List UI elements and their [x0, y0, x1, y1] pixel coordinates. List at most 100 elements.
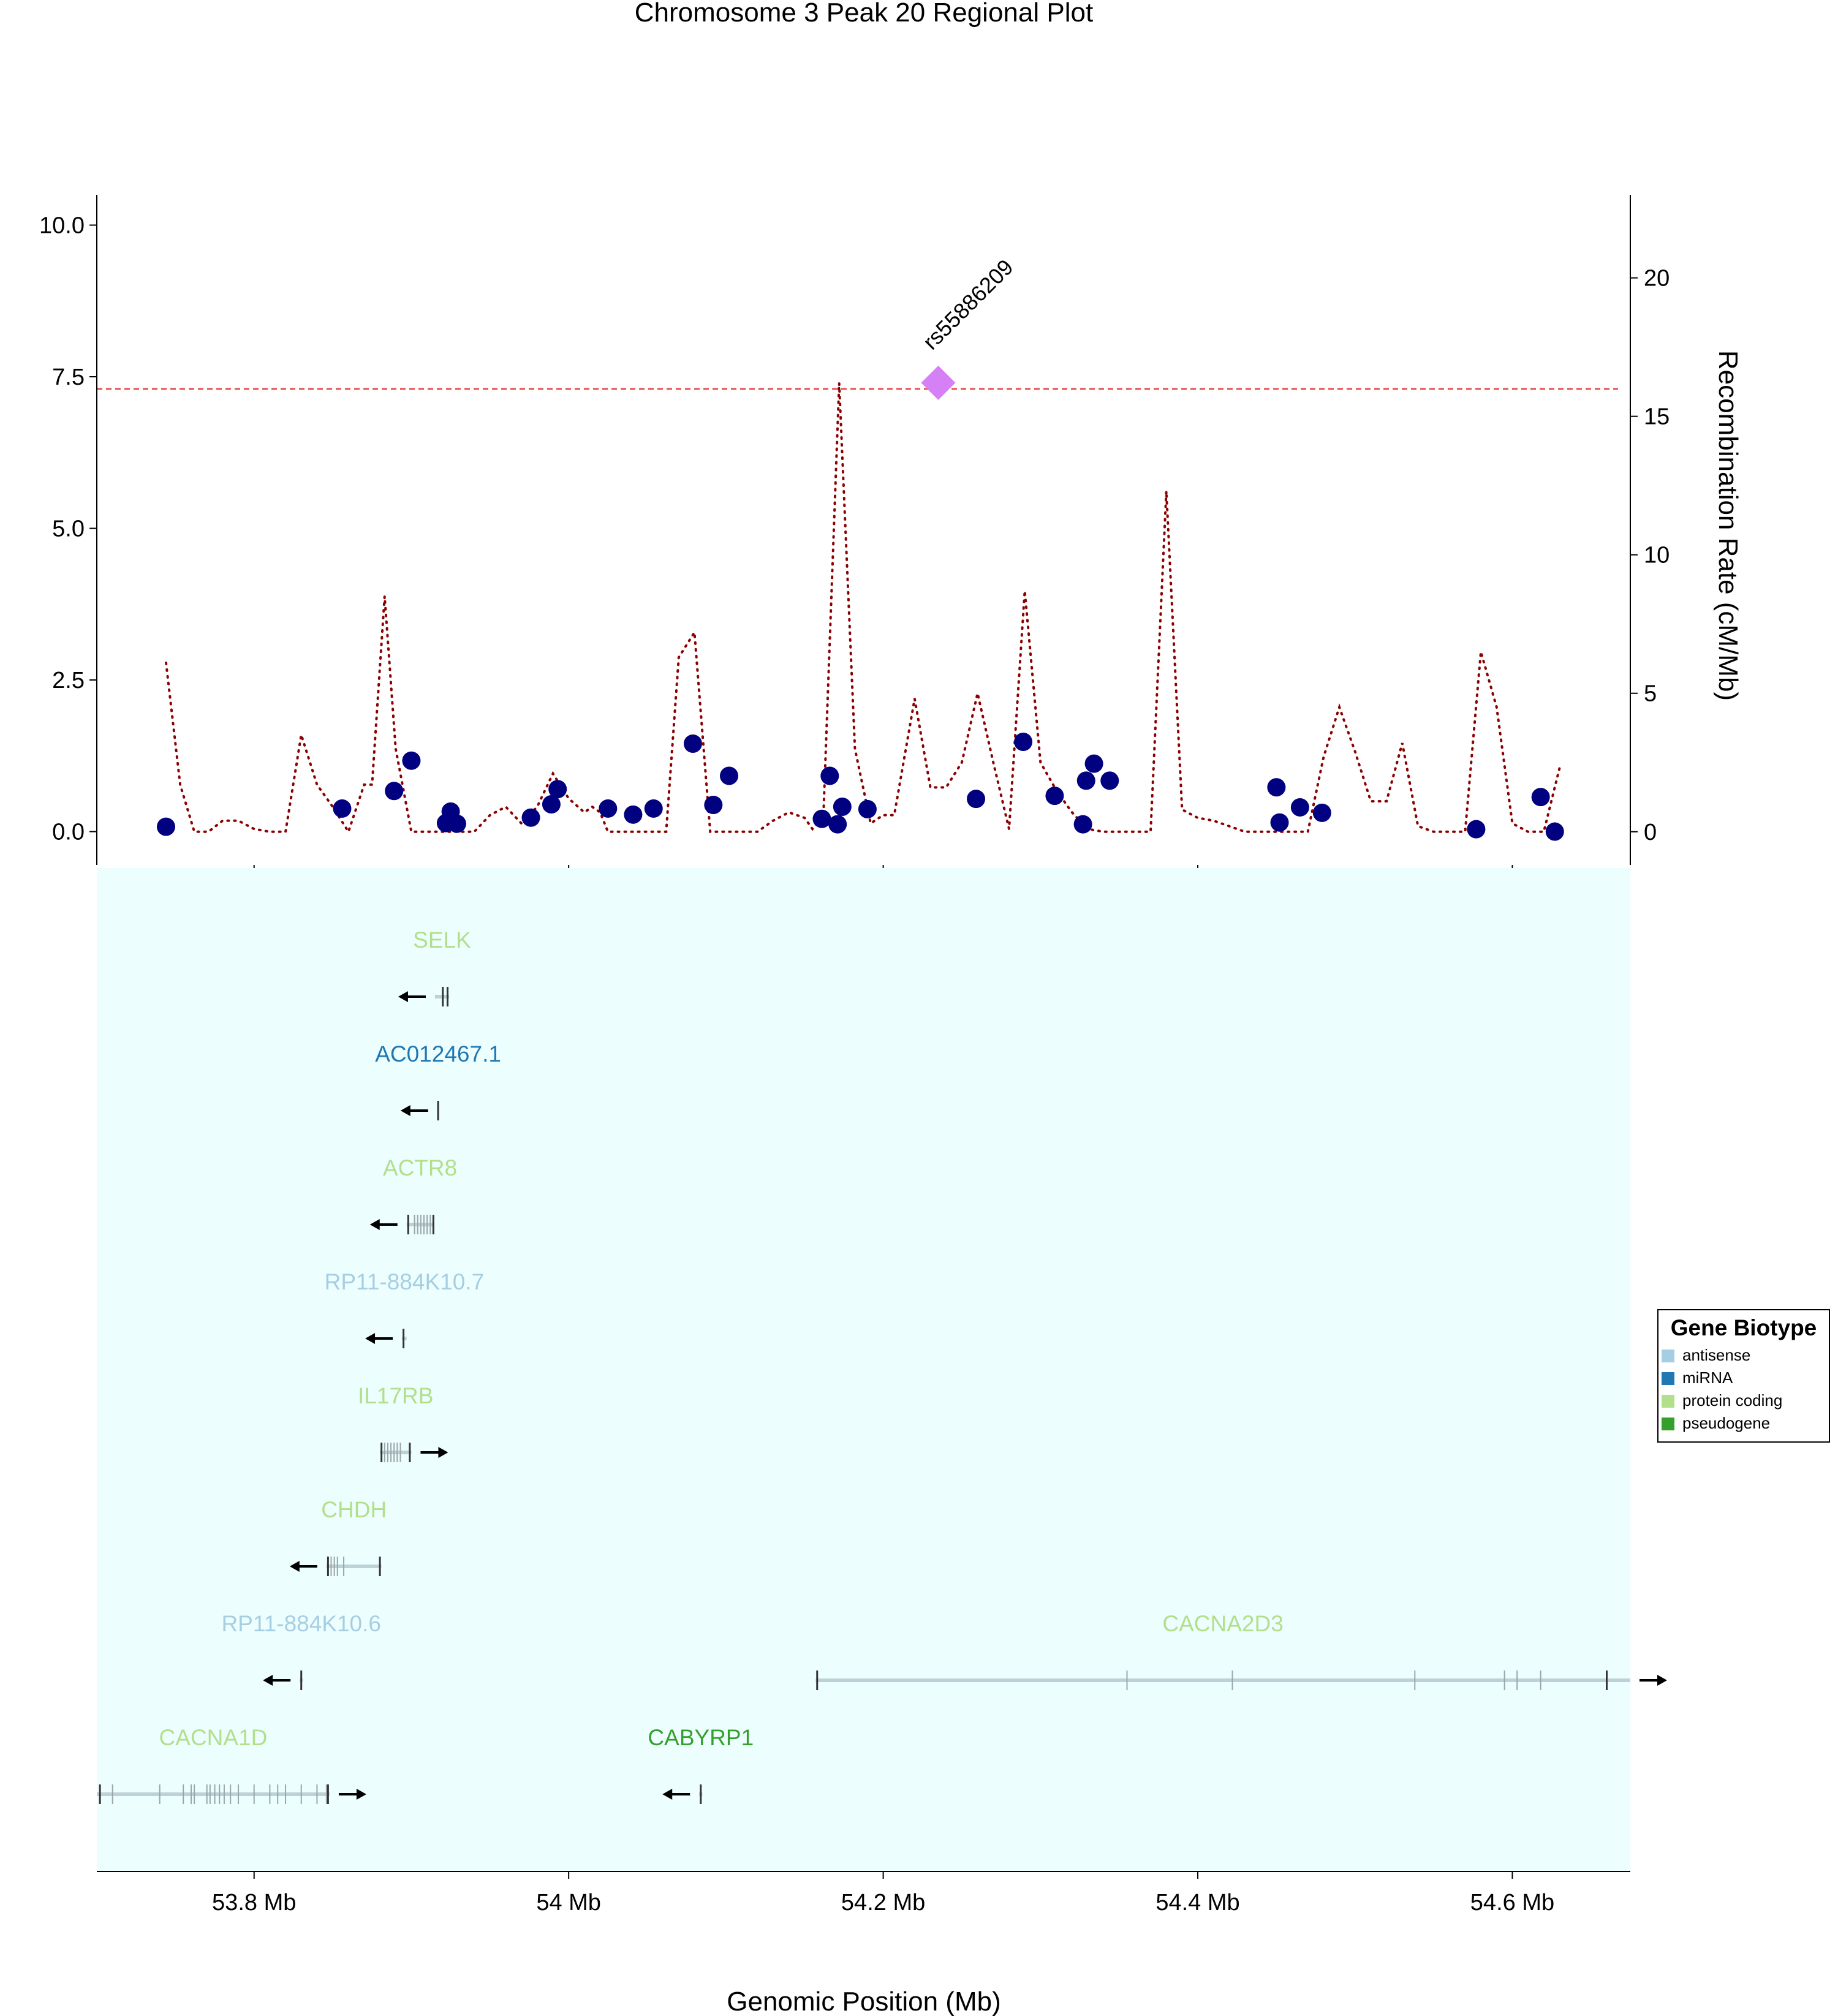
snp-point — [812, 809, 831, 828]
gene-cabyrp1: CABYRP1 — [648, 1725, 754, 1804]
strand-arrow-head — [438, 1447, 448, 1458]
snp-point — [542, 795, 561, 814]
gene-track-background — [97, 868, 1630, 1871]
legend-box — [1657, 1309, 1830, 1443]
strand-arrow-head — [365, 1333, 376, 1344]
legend-swatch — [1662, 1395, 1674, 1408]
gene-il17rb: IL17RB — [358, 1383, 448, 1462]
gene-label: CACNA2D3 — [1162, 1611, 1283, 1636]
snp-point — [1545, 822, 1564, 841]
gene-chdh: CHDH — [289, 1497, 387, 1576]
snp-point — [1045, 787, 1064, 806]
legend-label: miRNA — [1682, 1369, 1733, 1387]
snp-point — [1076, 771, 1095, 790]
gene-label: CABYRP1 — [648, 1725, 754, 1750]
snp-point — [833, 797, 852, 816]
legend-label: pseudogene — [1682, 1414, 1770, 1432]
gene-label: RP11-884K10.6 — [221, 1611, 381, 1636]
gene-track-axes: 53.8 Mb 54 Mb 54.2 Mb 54.4 Mb 54.6 Mb — [97, 1871, 1630, 1916]
y-tick-label: 5.0 — [52, 516, 85, 542]
gene-label: IL17RB — [358, 1383, 433, 1408]
recombination-rate-line — [165, 383, 1561, 835]
association-points: rs55886209 — [156, 254, 1564, 841]
y2-axis-label: Recombination Rate (cM/Mb) — [1713, 350, 1743, 701]
snp-point — [1267, 778, 1286, 797]
lead-snp-label: rs55886209 — [918, 254, 1018, 354]
y2-tick-label: 15 — [1644, 404, 1670, 430]
strand-arrow-head — [289, 1561, 300, 1572]
snp-point — [967, 790, 986, 809]
snp-point — [1312, 803, 1331, 822]
strand-arrow-head — [400, 1105, 410, 1116]
gene-rp11-884k10.6: RP11-884K10.6 — [221, 1611, 381, 1690]
snp-point — [402, 751, 421, 770]
recombination-layer — [97, 383, 1618, 835]
snp-point — [1290, 798, 1309, 817]
snp-point — [1014, 733, 1033, 752]
legend-entries: antisense miRNA protein coding pseudogene — [1662, 1346, 1782, 1432]
snp-point — [683, 734, 702, 753]
snp-point — [548, 780, 567, 799]
legend-swatch — [1662, 1350, 1674, 1362]
y2-tick-label: 0 — [1644, 820, 1657, 845]
strand-arrow-head — [263, 1675, 273, 1686]
strand-arrow-head — [1657, 1675, 1667, 1686]
legend-title: Gene Biotype — [1671, 1315, 1817, 1340]
x-tick-label: 54.6 Mb — [1470, 1890, 1554, 1916]
gene-rp11-884k10.7: RP11-884K10.7 — [325, 1269, 485, 1348]
chart-title: Chromosome 3 Peak 20 Regional Plot — [635, 0, 1093, 28]
y-tick-label: 0.0 — [52, 820, 85, 845]
snp-point — [447, 814, 466, 833]
y2-tick-label: 20 — [1644, 266, 1670, 292]
x-tick-label: 53.8 Mb — [212, 1890, 296, 1916]
legend-swatch — [1662, 1418, 1674, 1430]
snp-point — [1467, 820, 1486, 839]
snp-point — [644, 799, 663, 818]
gene-cacna1d: CACNA1D — [97, 1725, 366, 1804]
snp-point — [333, 799, 352, 818]
gene-cacna2d3: CACNA2D3 — [815, 1611, 1667, 1690]
snp-point — [820, 766, 839, 785]
gene-label: SELK — [413, 927, 471, 953]
y-tick-label: 2.5 — [52, 668, 85, 693]
snp-point — [704, 795, 723, 814]
snp-point — [156, 817, 175, 836]
snp-point — [1073, 815, 1092, 834]
gene-label: RP11-884K10.7 — [325, 1269, 485, 1294]
snp-point — [1100, 771, 1119, 790]
snp-point — [858, 799, 877, 818]
gene-label: CACNA1D — [159, 1725, 268, 1750]
strand-arrow-head — [356, 1789, 366, 1800]
gene-selk: SELK — [398, 927, 471, 1006]
gene-ac012467.1: AC012467.1 — [375, 1041, 501, 1120]
x-tick-label: 54 Mb — [536, 1890, 601, 1916]
gene-track: SELK AC012467.1 ACTR8 RP11-884K10.7 IL17RB CH… — [97, 927, 1667, 1804]
association-axes: 0.0 2.5 5.0 7.5 10.0 0 5 10 15 20 — [39, 195, 1670, 872]
snp-point — [828, 815, 847, 834]
strand-arrow-head — [662, 1789, 673, 1800]
legend-label: antisense — [1682, 1346, 1750, 1364]
snp-point — [521, 808, 540, 827]
snp-point — [1084, 754, 1103, 773]
y2-tick-label: 5 — [1644, 681, 1657, 707]
gene-label: ACTR8 — [383, 1155, 457, 1180]
snp-point — [1531, 788, 1550, 807]
legend-swatch — [1662, 1372, 1674, 1385]
gene-track-panel: SELK AC012467.1 ACTR8 RP11-884K10.7 IL17RB CH… — [97, 868, 1667, 1916]
gene-actr8: ACTR8 — [369, 1155, 457, 1234]
legend-label: protein coding — [1682, 1391, 1782, 1410]
x-axis-label: Genomic Position (Mb) — [727, 1987, 1000, 2016]
y2-tick-label: 10 — [1644, 543, 1670, 568]
y-tick-label: 10.0 — [39, 213, 85, 239]
gene-label: CHDH — [321, 1497, 387, 1522]
strand-arrow-head — [369, 1219, 380, 1230]
strand-arrow-head — [398, 991, 408, 1002]
snp-point — [720, 766, 739, 785]
snp-point — [385, 782, 404, 801]
association-panel: rs55886209 0.0 2.5 5.0 7.5 10.0 0 5 10 15 20 — [39, 195, 1670, 872]
x-tick-label: 54.4 Mb — [1155, 1890, 1239, 1916]
y-tick-label: 7.5 — [52, 364, 85, 390]
snp-point — [624, 805, 643, 824]
x-tick-label: 54.2 Mb — [841, 1890, 925, 1916]
